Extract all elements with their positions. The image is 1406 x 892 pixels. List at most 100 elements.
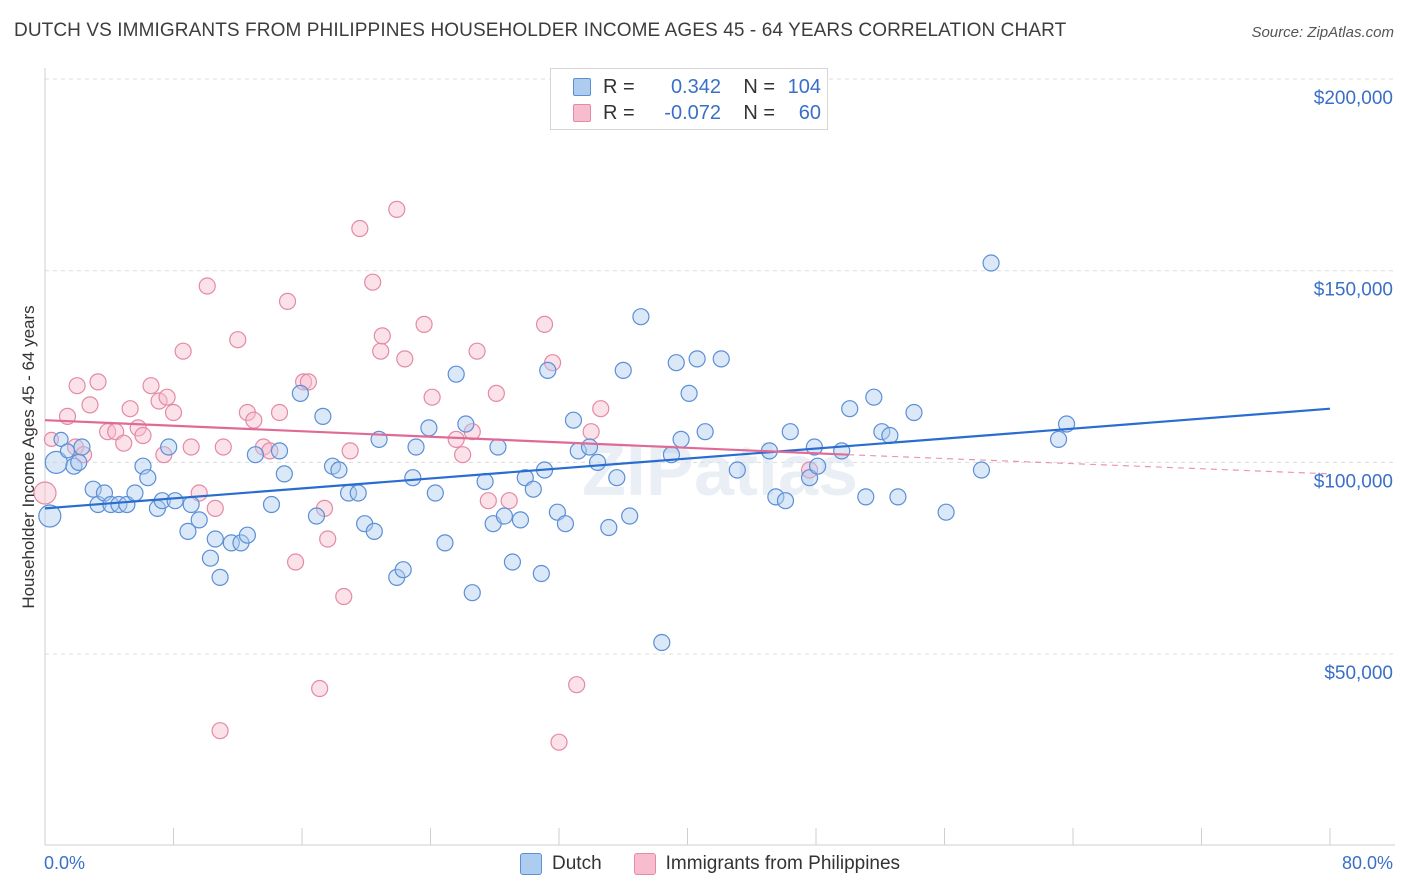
philippines-point [454, 446, 472, 464]
dutch-point [532, 564, 550, 583]
philippines-point [115, 434, 133, 452]
dutch-point [667, 354, 685, 372]
dutch-point [394, 561, 412, 579]
philippines-point [319, 530, 337, 548]
dutch-point [447, 365, 465, 383]
philippines-point [89, 373, 107, 391]
dutch-point [1049, 430, 1068, 448]
dutch-point [539, 361, 557, 379]
dutch-point [70, 453, 88, 471]
r-value: -0.072 [664, 101, 721, 124]
dutch-point [59, 443, 76, 459]
dutch-point [222, 534, 240, 552]
dutch-point [190, 511, 208, 529]
legend-label-philippines: Immigrants from Philippines [665, 853, 901, 874]
dutch-point [182, 495, 200, 514]
philippines-point [278, 292, 297, 310]
axes [44, 68, 1395, 846]
philippines-point [198, 277, 216, 295]
dutch-point [84, 480, 102, 498]
philippines-point [582, 423, 600, 441]
dutch-point [489, 438, 507, 456]
dutch-point [614, 361, 632, 379]
dutch-point [524, 480, 542, 498]
dutch-point [275, 465, 293, 483]
dutch-point [937, 503, 955, 521]
dutch-point [38, 504, 62, 528]
stats-row-philippines: R = -0.072 N = 60 [573, 100, 821, 126]
dutch-point [905, 403, 923, 422]
dutch-point [238, 526, 256, 544]
philippines-point [479, 492, 497, 510]
y-tick-label: $100,000 [1314, 471, 1393, 492]
dutch-point [680, 384, 698, 402]
dutch-point [728, 461, 746, 479]
dutch-point [349, 484, 367, 502]
n-label: N = [743, 75, 775, 98]
philippines-point [182, 438, 200, 456]
dutch-point [696, 423, 714, 441]
philippines-point [487, 384, 505, 402]
r-label: R = [603, 75, 635, 98]
dutch-swatch [573, 78, 591, 96]
dutch-point [206, 530, 224, 548]
dutch-point [270, 442, 289, 460]
dutch-point [972, 461, 991, 479]
stats-legend: R = 0.342 N = 104 R = -0.072 N = 60 [550, 68, 828, 130]
dutch-point [404, 469, 422, 487]
philippines-point [535, 315, 554, 333]
dutch-point [688, 350, 706, 368]
dutch-point [246, 446, 265, 464]
philippines-point [335, 587, 353, 606]
dutch-point [160, 438, 178, 456]
philippines-point [158, 388, 176, 406]
dutch-point [632, 308, 650, 326]
dutch-point [873, 423, 891, 441]
philippines-point [372, 342, 390, 360]
philippines-point [388, 200, 406, 218]
dutch-point [841, 400, 859, 418]
dutch-point [865, 388, 883, 406]
dutch-point [179, 522, 197, 540]
series-legend: Dutch Immigrants from Philippines [520, 851, 932, 877]
philippines-point [211, 722, 229, 740]
dutch-point [556, 515, 575, 533]
dutch-point [881, 426, 899, 445]
dutch-point [407, 438, 425, 456]
n-value: 60 [798, 101, 821, 124]
trend-lines [44, 407, 1331, 510]
philippines-point [286, 553, 305, 571]
dutch-point [457, 415, 475, 433]
dutch-point [126, 484, 144, 502]
axis-labels: $50,000 $100,000 $150,000 $200,000 0.0% 80.0%… [19, 88, 1393, 873]
philippines-point [396, 350, 414, 368]
dutch-point [139, 469, 157, 487]
philippines-point [364, 273, 382, 291]
philippines-point [550, 733, 568, 751]
philippines-point [245, 411, 263, 429]
dutch-point [511, 511, 530, 529]
dutch-point [672, 430, 690, 448]
r-value: 0.342 [670, 75, 721, 98]
philippines-point [270, 403, 289, 422]
dutch-point [495, 507, 513, 525]
dutch-point [365, 522, 383, 540]
philippines-point [423, 388, 441, 406]
dutch-point [307, 507, 326, 525]
dutch-point [621, 507, 639, 525]
philippines-point [568, 676, 586, 694]
philippines-trend-line [44, 419, 849, 456]
dutch-point [653, 633, 671, 652]
source-note: Source: ZipAtlas.com [1251, 24, 1394, 41]
philippines-point [174, 342, 192, 360]
dutch-swatch [520, 853, 542, 875]
dutch-point [201, 549, 220, 567]
chart-title: DUTCH VS IMMIGRANTS FROM PHILIPPINES HOU… [14, 20, 1067, 41]
philippines-trend-extension [848, 454, 1331, 475]
dutch-point [420, 419, 438, 437]
y-tick-label: $50,000 [1324, 663, 1393, 684]
dutch-point [426, 484, 444, 502]
dutch-point [436, 534, 454, 552]
philippines-point [373, 327, 391, 345]
